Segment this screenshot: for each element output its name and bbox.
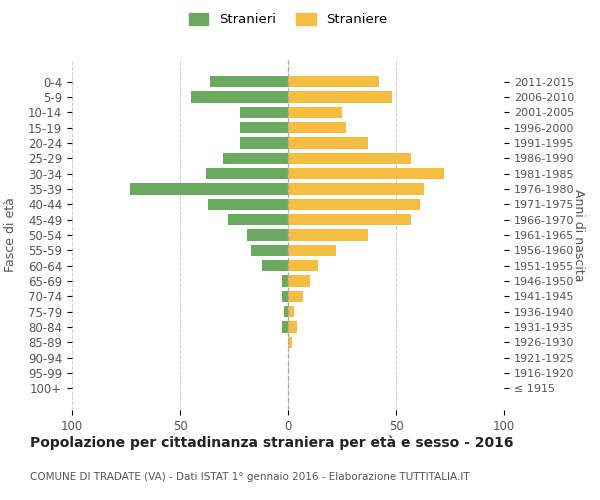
Bar: [288, 260, 318, 272]
Bar: [288, 322, 296, 333]
Bar: [206, 168, 288, 179]
Bar: [208, 198, 288, 210]
Bar: [288, 276, 310, 287]
Bar: [288, 244, 335, 256]
Bar: [262, 260, 288, 272]
Bar: [288, 168, 443, 179]
Bar: [288, 336, 292, 348]
Bar: [227, 214, 288, 226]
Bar: [241, 122, 288, 134]
Text: COMUNE DI TRADATE (VA) - Dati ISTAT 1° gennaio 2016 - Elaborazione TUTTITALIA.IT: COMUNE DI TRADATE (VA) - Dati ISTAT 1° g…: [30, 472, 470, 482]
Bar: [281, 290, 288, 302]
Bar: [223, 152, 288, 164]
Bar: [288, 198, 420, 210]
Bar: [288, 183, 424, 194]
Bar: [288, 91, 392, 102]
Y-axis label: Fasce di età: Fasce di età: [4, 198, 17, 272]
Text: Popolazione per cittadinanza straniera per età e sesso - 2016: Popolazione per cittadinanza straniera p…: [30, 435, 514, 450]
Bar: [251, 244, 288, 256]
Bar: [191, 91, 288, 102]
Bar: [241, 137, 288, 148]
Bar: [288, 229, 368, 241]
Bar: [288, 76, 379, 88]
Bar: [288, 122, 346, 134]
Bar: [130, 183, 288, 194]
Bar: [288, 152, 411, 164]
Legend: Stranieri, Straniere: Stranieri, Straniere: [185, 9, 391, 30]
Bar: [210, 76, 288, 88]
Bar: [288, 106, 342, 118]
Bar: [288, 290, 303, 302]
Bar: [284, 306, 288, 318]
Bar: [288, 214, 411, 226]
Bar: [281, 276, 288, 287]
Y-axis label: Anni di nascita: Anni di nascita: [572, 188, 586, 281]
Bar: [288, 137, 368, 148]
Bar: [288, 306, 295, 318]
Bar: [247, 229, 288, 241]
Bar: [281, 322, 288, 333]
Bar: [241, 106, 288, 118]
